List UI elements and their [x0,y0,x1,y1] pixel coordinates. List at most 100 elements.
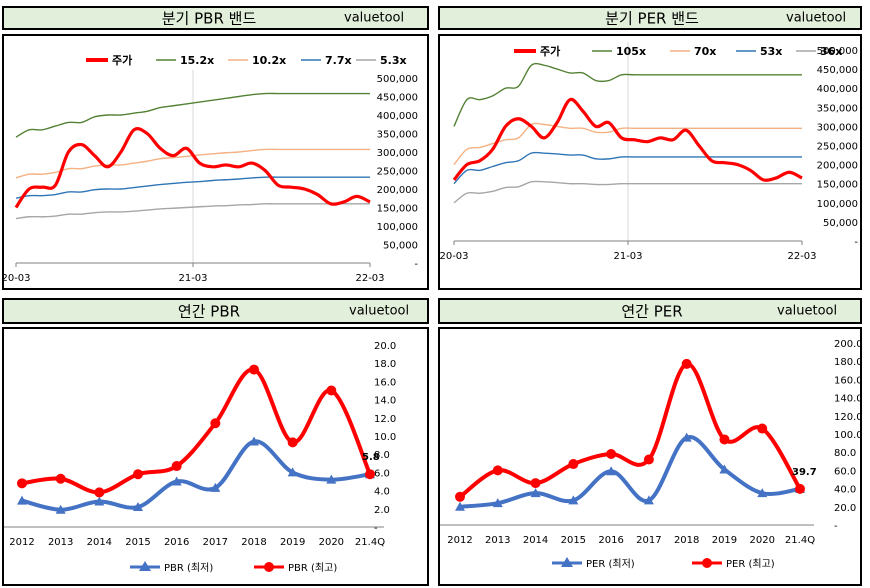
x-tick-label: 21-03 [613,251,642,262]
y-tick-label: - [854,237,858,248]
y-tick-label: 120.0 [834,412,863,423]
x-category-label: 2019 [280,537,305,548]
data-point-marker [171,461,182,472]
data-point-marker [133,501,143,511]
y-tick-label: 100,000 [817,199,858,210]
x-category-label: 2016 [164,537,189,548]
y-tick-label: 40.0 [834,485,856,496]
data-point-marker [795,483,805,494]
legend-marker [264,562,274,572]
header-title: 연간 PBR [177,302,241,321]
data-point-marker [757,423,768,434]
panel-per-band: 20-03 21-03 22-03 500,000 450,000 400,000 350,… [438,34,862,290]
x-category-label: 2020 [319,537,344,548]
legend-label: PBR (최고) [288,562,337,574]
y-tick-label: 100,000 [377,222,418,233]
x-category-label: 2014 [523,535,548,546]
data-point-marker [55,504,66,514]
per-band-chart: 20-03 21-03 22-03 500,000 450,000 400,000 350,… [440,42,858,262]
data-point-marker [643,495,654,505]
brand-label: valuetool [349,303,410,319]
series-line-5.3x [15,203,370,220]
y-tick-label: 300,000 [377,148,418,159]
annual-per-chart: 200.0 180.0 160.0 140.0 120.0 100.0 80.0 60.0 40… [440,339,863,570]
annual-pbr-chart: 20.0 18.0 16.0 14.0 12.0 10.0 8.0 6.0 4.0 2.0 - 201… [4,341,396,574]
y-tick-label: 6.0 [374,468,390,479]
panel-annual-pbr: 20.0 18.0 16.0 14.0 12.0 10.0 8.0 6.0 4.0 2.0 - 201… [2,327,429,586]
legend-marker [702,558,712,568]
x-tick-label: 20-03 [440,251,469,262]
series-line-36x [453,180,802,204]
panel-annual-per: 200.0 180.0 160.0 140.0 120.0 100.0 80.0 60.0 40… [438,327,863,586]
data-point-marker [287,437,298,448]
header-title: 분기 PER 밴드 [605,9,699,28]
x-tick-label: 21-03 [178,273,207,284]
data-point-marker [94,496,105,506]
data-point-marker [681,358,692,369]
series-line-7.7x [15,176,370,199]
series-line-PER (최저) [459,435,801,509]
series-line-주가 [14,127,371,209]
data-point-marker [606,449,617,460]
y-tick-label: 300,000 [817,122,858,133]
data-label-annotation: 39.7 [792,467,817,478]
header-annual-per: 연간 PER valuetool [438,298,862,324]
y-tick-label: 14.0 [374,396,396,407]
y-tick-label: 450,000 [377,93,418,104]
brand-label: valuetool [777,303,838,319]
series-line-53x [453,151,802,185]
data-point-marker [606,466,617,476]
data-point-marker [249,364,259,375]
y-tick-label: 140.0 [834,394,863,405]
y-tick-label: 160.0 [834,375,863,386]
data-point-marker [492,465,503,476]
data-point-marker [133,469,143,480]
y-tick-label: 200.0 [834,339,863,350]
data-point-marker [492,498,503,508]
x-category-label: 2012 [447,535,472,546]
x-category-label: 2013 [485,535,510,546]
pbr-band-chart: 20-03 21-03 22-03 500,000 450,000 400,000 350,… [4,53,418,284]
series-line-105x [453,62,802,127]
brand-label: valuetool [786,10,847,26]
data-point-marker [249,436,259,446]
data-point-marker [530,488,541,498]
y-tick-label: 400,000 [377,111,418,122]
x-category-label: 2017 [203,537,228,548]
y-tick-label: 2.0 [374,505,390,516]
y-tick-label: 16.0 [374,377,396,388]
legend-label: 70x [694,45,716,58]
y-tick-label: 8.0 [374,450,390,461]
y-tick-label: 10.0 [374,432,396,443]
x-tick-label: 20-03 [4,273,31,284]
y-tick-label: 250,000 [817,142,858,153]
x-category-label: 2014 [87,537,112,548]
y-tick-label: 450,000 [817,65,858,76]
legend-label: 5.3x [380,54,407,67]
legend-marker [139,561,151,571]
y-tick-label: 80.0 [834,448,856,459]
data-point-marker [326,385,337,396]
series-line-PBR (최저) [21,439,371,512]
data-point-marker [17,495,27,505]
data-point-marker [643,454,654,465]
data-point-marker [171,476,182,486]
y-tick-label: 50,000 [823,218,858,229]
data-point-marker [719,434,730,445]
header-quarterly-per: 분기 PER 밴드 valuetool [438,6,862,30]
data-point-marker [568,495,579,505]
brand-label: valuetool [344,10,405,26]
legend-label: 10.2x [252,54,286,67]
data-point-marker [455,491,465,502]
x-tick-label: 22-03 [355,273,384,284]
panel-pbr-band: 20-03 21-03 22-03 500,000 450,000 400,000 350,… [2,34,429,290]
y-tick-label: 500,000 [817,46,858,57]
header-quarterly-pbr: 분기 PBR 밴드 valuetool [2,6,429,30]
legend-label: PBR (최저) [164,562,213,574]
header-title: 분기 PBR 밴드 [161,9,257,28]
data-point-marker [287,467,298,477]
y-tick-label: 60.0 [834,466,856,477]
y-tick-label: 500,000 [377,74,418,85]
data-label-annotation: 5.8 [362,452,380,463]
x-category-label: 2016 [598,535,623,546]
